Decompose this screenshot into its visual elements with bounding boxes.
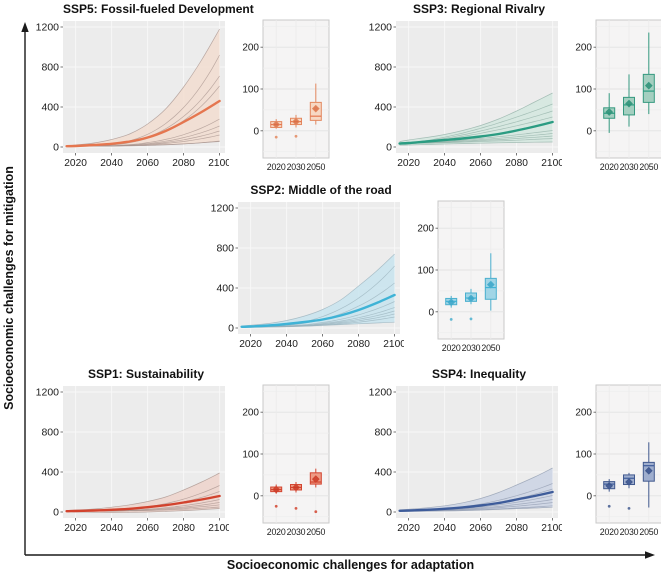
- ssp3-box-chart: 0 100 200 2020 2030 2050: [575, 19, 661, 172]
- svg-text:800: 800: [374, 62, 392, 74]
- svg-text:1200: 1200: [369, 22, 393, 34]
- svg-text:2100: 2100: [208, 158, 229, 169]
- svg-text:0: 0: [53, 507, 59, 519]
- panel-ssp3: SSP3: Regional Rivalry 0 400 800 1200 2020 20…: [356, 0, 661, 176]
- svg-text:2020: 2020: [239, 339, 262, 350]
- svg-text:0: 0: [386, 142, 392, 154]
- svg-text:2040: 2040: [100, 523, 123, 534]
- panel-ssp2-title: SSP2: Middle of the road: [250, 183, 392, 197]
- svg-text:0: 0: [53, 142, 59, 154]
- panel-ssp5-title: SSP5: Fossil-fueled Development: [63, 2, 254, 16]
- panel-ssp1: SSP1: Sustainability 0 400 800 1200 2020 2040…: [23, 365, 331, 541]
- svg-text:400: 400: [41, 102, 59, 114]
- svg-text:0: 0: [586, 126, 592, 137]
- svg-text:1200: 1200: [369, 387, 393, 399]
- svg-text:800: 800: [374, 427, 392, 439]
- svg-text:100: 100: [242, 450, 259, 461]
- svg-text:400: 400: [374, 102, 392, 114]
- svg-text:800: 800: [41, 62, 59, 74]
- svg-text:800: 800: [216, 243, 234, 255]
- svg-text:2020: 2020: [64, 523, 87, 534]
- svg-text:2020: 2020: [600, 162, 619, 172]
- svg-text:2020: 2020: [267, 527, 286, 537]
- svg-text:2030: 2030: [287, 162, 306, 172]
- svg-text:1200: 1200: [211, 203, 235, 215]
- svg-text:0: 0: [253, 491, 259, 502]
- svg-text:2060: 2060: [311, 339, 334, 350]
- svg-text:2020: 2020: [442, 343, 461, 353]
- svg-text:2030: 2030: [462, 343, 481, 353]
- svg-text:2060: 2060: [136, 158, 159, 169]
- svg-text:2030: 2030: [287, 527, 306, 537]
- svg-text:0: 0: [253, 126, 259, 137]
- svg-text:2100: 2100: [541, 523, 562, 534]
- svg-text:2080: 2080: [347, 339, 370, 350]
- svg-text:100: 100: [242, 85, 259, 96]
- svg-text:2100: 2100: [208, 523, 229, 534]
- svg-text:1200: 1200: [36, 22, 60, 34]
- y-axis-label: Socioeconomic challenges for mitigation: [2, 166, 16, 410]
- svg-text:1200: 1200: [36, 387, 60, 399]
- svg-text:2020: 2020: [397, 158, 420, 169]
- svg-text:2080: 2080: [505, 158, 528, 169]
- svg-text:0: 0: [428, 307, 434, 318]
- svg-text:2100: 2100: [541, 158, 562, 169]
- svg-text:2020: 2020: [600, 527, 619, 537]
- svg-text:800: 800: [41, 427, 59, 439]
- svg-text:2050: 2050: [639, 527, 658, 537]
- panel-ssp4-title: SSP4: Inequality: [431, 367, 527, 381]
- x-axis-label: Socioeconomic challenges for adaptation: [226, 558, 475, 572]
- svg-text:2060: 2060: [469, 523, 492, 534]
- ssp2-box-chart: 0 100 200 2020 2030 2050: [417, 200, 505, 353]
- svg-text:200: 200: [242, 408, 259, 419]
- svg-text:0: 0: [586, 491, 592, 502]
- svg-text:400: 400: [41, 467, 59, 479]
- svg-text:0: 0: [386, 507, 392, 519]
- svg-text:400: 400: [374, 467, 392, 479]
- svg-text:0: 0: [228, 323, 234, 335]
- svg-text:2020: 2020: [64, 158, 87, 169]
- ssp2-line-chart: 0 400 800 1200 2020 2040 2060 2080 2100: [211, 202, 404, 350]
- svg-text:200: 200: [242, 43, 259, 54]
- svg-text:200: 200: [575, 408, 592, 419]
- svg-text:2030: 2030: [620, 162, 639, 172]
- svg-text:2040: 2040: [433, 158, 456, 169]
- svg-text:2030: 2030: [620, 527, 639, 537]
- svg-text:2050: 2050: [306, 527, 325, 537]
- panel-ssp3-title: SSP3: Regional Rivalry: [412, 2, 546, 16]
- svg-text:2040: 2040: [433, 523, 456, 534]
- svg-text:2060: 2060: [469, 158, 492, 169]
- svg-text:2060: 2060: [136, 523, 159, 534]
- svg-text:2080: 2080: [172, 523, 195, 534]
- svg-text:2050: 2050: [306, 162, 325, 172]
- svg-text:400: 400: [216, 283, 234, 295]
- svg-text:200: 200: [417, 224, 434, 235]
- svg-text:2040: 2040: [275, 339, 298, 350]
- svg-text:200: 200: [575, 43, 592, 54]
- panel-ssp5: SSP5: Fossil-fueled Development 0 400 800 1…: [23, 0, 331, 176]
- svg-text:100: 100: [417, 266, 434, 277]
- ssp4-line-chart: 0 400 800 1200 2020 2040 2060 2080 2100: [369, 386, 562, 534]
- svg-text:2020: 2020: [397, 523, 420, 534]
- svg-text:100: 100: [575, 450, 592, 461]
- ssp1-box-chart: 0 100 200 2020 2030 2050: [242, 384, 330, 537]
- ssp4-box-chart: 0 100 200 2020 2030 2050: [575, 384, 661, 537]
- svg-text:100: 100: [575, 85, 592, 96]
- svg-text:2080: 2080: [172, 158, 195, 169]
- ssp3-line-chart: 0 400 800 1200 2020 2040 2060 2080 2100: [369, 21, 562, 169]
- ssp5-line-chart: 0 400 800 1200 2020 2040 2060 2080 2100: [36, 21, 229, 169]
- svg-text:2050: 2050: [639, 162, 658, 172]
- panel-ssp2: SSP2: Middle of the road 0 400 800 1200 2020…: [198, 181, 506, 357]
- ssp1-line-chart: 0 400 800 1200 2020 2040 2060 2080 2100: [36, 386, 229, 534]
- svg-text:2050: 2050: [481, 343, 500, 353]
- svg-text:2040: 2040: [100, 158, 123, 169]
- ssp5-box-chart: 0 100 200 2020 2030 2050: [242, 19, 330, 172]
- panel-ssp1-title: SSP1: Sustainability: [87, 367, 205, 381]
- svg-text:2020: 2020: [267, 162, 286, 172]
- panel-ssp4: SSP4: Inequality 0 400 800 1200 2020 2040 2060…: [356, 365, 661, 541]
- svg-text:2080: 2080: [505, 523, 528, 534]
- svg-text:2100: 2100: [383, 339, 404, 350]
